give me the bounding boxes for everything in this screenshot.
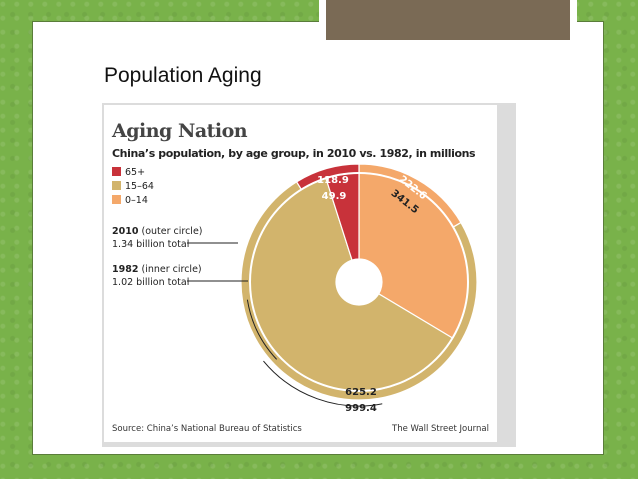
chart-source: Source: China’s National Bureau of Stati… <box>112 424 302 434</box>
donut-hole <box>336 259 382 305</box>
legend-label: 0–14 <box>125 195 148 206</box>
value-label-2010-15-64: 999.4 <box>345 403 377 414</box>
chart-subtitle: China’s population, by age group, in 201… <box>112 147 476 160</box>
legend-swatch-0-14 <box>112 195 121 204</box>
legend-swatch-65plus <box>112 167 121 176</box>
chart-title: Aging Nation <box>112 120 248 142</box>
bracket-2010 <box>263 360 383 407</box>
slide-title: Population Aging <box>104 64 262 87</box>
legend-item-65plus: 65+ <box>112 167 145 178</box>
legend-label: 65+ <box>125 167 146 178</box>
title-tab-accent <box>326 0 570 40</box>
bracket-1982 <box>246 299 277 360</box>
ring-separator <box>249 172 469 392</box>
value-label-1982-65plus: 49.9 <box>322 191 347 202</box>
legend-item-15-64: 15–64 <box>112 181 154 192</box>
note-1982: 1982 (inner circle) 1.02 billion total <box>112 263 202 289</box>
legend-swatch-15-64 <box>112 181 121 190</box>
value-label-1982-15-64: 625.2 <box>345 387 377 398</box>
note-year: 2010 <box>112 226 139 237</box>
note-total: 1.02 billion total <box>112 277 190 288</box>
legend-item-0-14: 0–14 <box>112 195 148 206</box>
note-2010: 2010 (outer circle) 1.34 billion total <box>112 225 203 251</box>
chart-credit: The Wall Street Journal <box>392 424 489 434</box>
note-total: 1.34 billion total <box>112 239 190 250</box>
note-year: 1982 <box>112 264 139 275</box>
legend-label: 15–64 <box>125 181 154 192</box>
value-label-2010-65plus: 118.9 <box>317 175 349 186</box>
note-desc: (inner circle) <box>141 264 202 275</box>
note-desc: (outer circle) <box>141 226 203 237</box>
